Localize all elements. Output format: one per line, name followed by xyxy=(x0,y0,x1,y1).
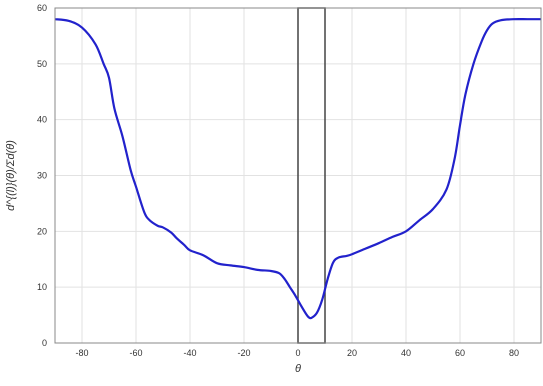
x-axis-label: θ xyxy=(295,363,301,375)
x-tick-label: 40 xyxy=(401,348,411,358)
y-tick-label: 30 xyxy=(37,171,47,181)
x-tick-label: -80 xyxy=(75,348,88,358)
tick-labels: -80 -60 -40 -20 0 20 40 60 80 0 10 20 30 40 50 60 xyxy=(37,3,519,358)
y-tick-label: 20 xyxy=(37,226,47,236)
x-tick-label: 80 xyxy=(509,348,519,358)
x-tick-label: 20 xyxy=(347,348,357,358)
series-line xyxy=(54,17,542,320)
x-tick-label: -60 xyxy=(129,348,142,358)
x-tick-label: -20 xyxy=(237,348,250,358)
x-tick-label: -40 xyxy=(183,348,196,358)
plot-frame xyxy=(54,7,542,344)
y-tick-label: 10 xyxy=(37,282,47,292)
x-tick-label: 60 xyxy=(455,348,465,358)
y-tick-label: 40 xyxy=(37,115,47,125)
series-layer xyxy=(54,17,542,320)
y-tick-label: 0 xyxy=(42,338,47,348)
y-tick-label: 60 xyxy=(37,3,47,13)
x-tick-label: 0 xyxy=(295,348,300,358)
y-tick-label: 50 xyxy=(37,59,47,69)
y-axis-label: d^{(l)}(θ)/Σd(θ) xyxy=(5,140,17,211)
